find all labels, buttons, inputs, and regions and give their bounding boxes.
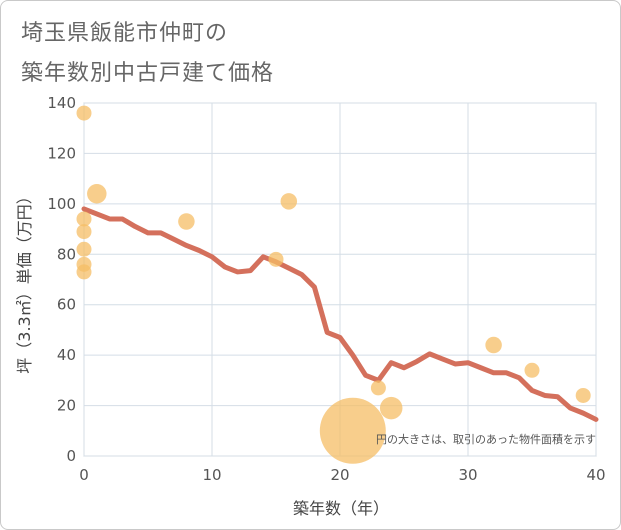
y-tick-label: 0 xyxy=(66,447,76,465)
data-point xyxy=(319,397,386,464)
x-axis-label: 築年数（年） xyxy=(293,499,389,518)
data-point xyxy=(76,224,92,240)
data-point xyxy=(280,193,298,210)
trend-layer xyxy=(81,206,599,422)
data-point xyxy=(178,213,195,230)
data-point xyxy=(76,211,92,227)
data-point xyxy=(76,241,92,257)
grid xyxy=(83,102,597,457)
y-tick-label: 20 xyxy=(57,397,76,415)
data-point xyxy=(76,105,92,121)
y-tick-label: 40 xyxy=(57,346,76,364)
points-layer xyxy=(76,105,591,464)
data-point xyxy=(379,396,403,420)
y-tick-label: 140 xyxy=(47,94,76,112)
data-point xyxy=(370,380,386,396)
y-tick-label: 80 xyxy=(57,245,76,263)
y-axis-label: 坪（3.3㎡）単価（万円） xyxy=(15,188,34,373)
chart-title-line2: 築年数別中古戸建て価格 xyxy=(21,61,275,86)
size-note: 円の大きさは、取引のあった物件面積を示す xyxy=(376,432,596,446)
x-tick-label: 20 xyxy=(330,466,349,484)
trend-line xyxy=(81,206,599,422)
x-tick-label: 10 xyxy=(202,466,221,484)
data-point xyxy=(87,184,107,204)
x-tick-label: 40 xyxy=(586,466,605,484)
y-tick-label: 120 xyxy=(47,144,76,162)
tick-labels: 0 20 40 60 80 100 120 140 0 10 20 30 40 xyxy=(47,94,605,484)
chart-title-line1: 埼玉県飯能市仲町の xyxy=(21,21,229,46)
data-point xyxy=(575,387,591,403)
x-tick-label: 0 xyxy=(79,466,89,484)
data-point xyxy=(485,336,502,354)
data-point xyxy=(524,362,540,378)
x-tick-label: 30 xyxy=(458,466,477,484)
data-point xyxy=(268,251,284,267)
data-point xyxy=(76,264,92,280)
y-tick-label: 100 xyxy=(47,195,76,213)
y-tick-label: 60 xyxy=(57,296,76,314)
